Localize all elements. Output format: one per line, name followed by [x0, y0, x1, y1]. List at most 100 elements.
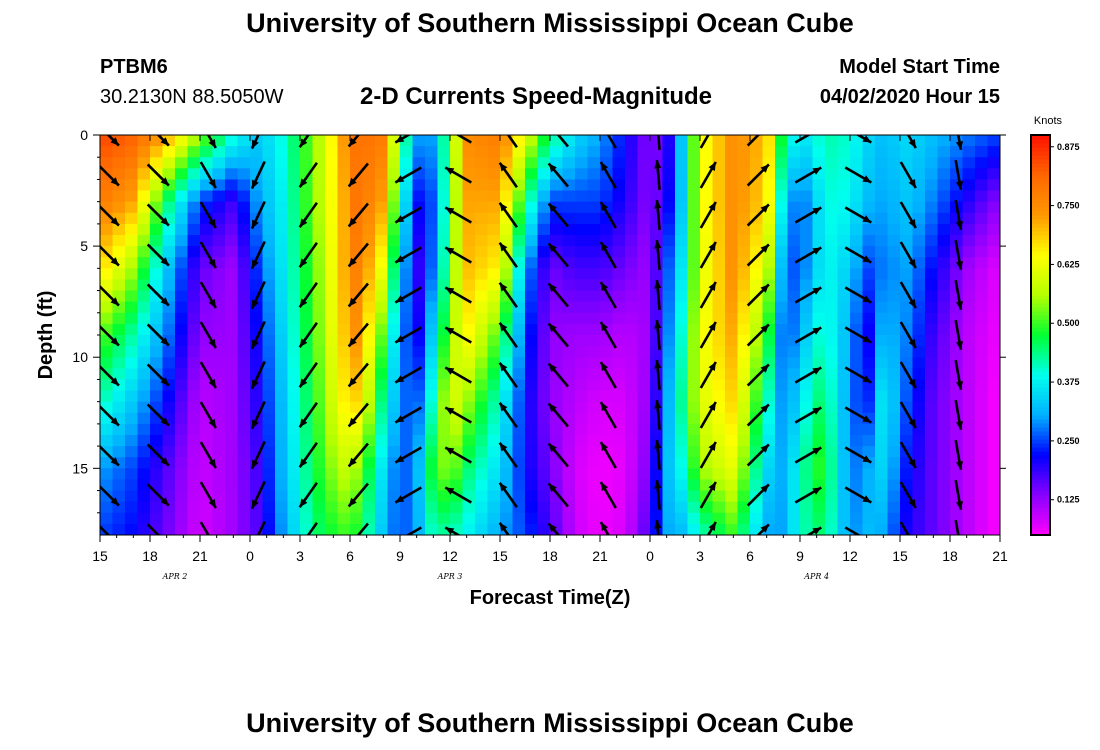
heatmap-cell [800, 279, 814, 292]
heatmap-cell [125, 290, 139, 303]
heatmap-cell [337, 212, 351, 225]
vector-head [760, 284, 769, 293]
heatmap-cell [212, 301, 226, 314]
vector-head [548, 403, 557, 413]
colorbar-segment [1031, 255, 1050, 260]
heatmap-cell [650, 223, 664, 236]
heatmap-cell [287, 523, 301, 535]
heatmap-cell [437, 479, 451, 492]
heatmap-cell [687, 323, 701, 336]
heatmap-cell [537, 412, 551, 425]
heatmap-cell [987, 146, 1000, 158]
vector-head [395, 175, 405, 183]
heatmap-cell [937, 523, 951, 535]
heatmap-cell [962, 190, 976, 203]
current-vector [954, 479, 964, 511]
heatmap-cell [162, 312, 176, 325]
heatmap-cell [337, 268, 351, 281]
heatmap-cell [125, 435, 139, 447]
heatmap-cell [387, 468, 401, 481]
heatmap-cell [550, 468, 564, 481]
heatmap-cell [862, 412, 876, 425]
heatmap-cell [750, 246, 764, 258]
heatmap-cell [812, 268, 826, 281]
heatmap-cell [712, 146, 726, 158]
heatmap-cell [275, 512, 289, 525]
heatmap-cell [225, 357, 239, 369]
heatmap-cell [925, 412, 939, 425]
heatmap-cell [462, 179, 476, 192]
heatmap-cell [425, 157, 439, 169]
heatmap-cell [525, 146, 539, 158]
vector-head [760, 404, 769, 413]
heatmap-cell [825, 457, 839, 469]
current-vector [394, 326, 422, 344]
heatmap-cell [212, 323, 226, 336]
heatmap-cell [287, 479, 301, 492]
heatmap-cell [825, 301, 839, 314]
heatmap-cell [425, 357, 439, 369]
heatmap-cell [187, 501, 201, 514]
heatmap-cell [462, 223, 476, 236]
current-vector [444, 366, 472, 384]
heatmap-cell [525, 490, 539, 503]
heatmap-cell [175, 457, 189, 469]
heatmap-cell [725, 523, 739, 535]
heatmap-cell [287, 379, 301, 392]
current-vector [547, 202, 569, 228]
vector-head [299, 338, 308, 348]
heatmap-cell [462, 379, 476, 392]
heatmap-cell [350, 179, 364, 192]
heatmap-cell [112, 523, 126, 535]
heatmap-cell [412, 235, 426, 247]
heatmap-cell [912, 512, 926, 525]
heatmap-cell [212, 279, 226, 292]
colorbar-segment [1031, 287, 1050, 292]
heatmap-cell [675, 290, 689, 303]
current-vector [146, 283, 170, 307]
heatmap-cell [937, 468, 951, 481]
heatmap-cell [625, 412, 639, 425]
heatmap-cell [675, 168, 689, 181]
heatmap-cell [325, 323, 339, 336]
heatmap-cell [675, 412, 689, 425]
heatmap-cell [137, 379, 151, 392]
heatmap-cell [625, 157, 639, 169]
heatmap-cell [962, 279, 976, 292]
heatmap-cell [950, 335, 964, 347]
heatmap-cell [125, 412, 139, 425]
heatmap-cell [987, 323, 1000, 336]
current-vector [547, 402, 569, 428]
heatmap-cell [562, 290, 576, 303]
heatmap-cell [450, 268, 464, 281]
heatmap-cell [237, 301, 251, 314]
heatmap-cell [375, 279, 389, 292]
vector-head [499, 442, 508, 452]
heatmap-cell [287, 423, 301, 436]
current-vector [250, 440, 266, 470]
heatmap-cell [337, 479, 351, 492]
heatmap-cell [837, 346, 851, 358]
heatmap-cell [437, 301, 451, 314]
heatmap-cell [125, 512, 139, 525]
vector-head [110, 177, 119, 186]
vector-head [862, 175, 872, 183]
heatmap-cell [462, 312, 476, 325]
heatmap-cell [962, 146, 976, 158]
heatmap-cell [100, 179, 114, 192]
heatmap-cell [725, 279, 739, 292]
vector-head [445, 247, 455, 255]
heatmap-cell [587, 368, 601, 381]
heatmap-cell [400, 246, 414, 258]
heatmap-cell [412, 346, 426, 358]
heatmap-cell [975, 335, 989, 347]
heatmap-cell [812, 157, 826, 169]
heatmap-cell [100, 212, 114, 225]
heatmap-cell [387, 512, 401, 525]
heatmap-cell [437, 290, 451, 303]
heatmap-cell [812, 279, 826, 292]
current-vector [394, 486, 422, 504]
vector-shaft [606, 135, 617, 149]
heatmap-cell [162, 401, 176, 414]
heatmap-cell [912, 479, 926, 492]
